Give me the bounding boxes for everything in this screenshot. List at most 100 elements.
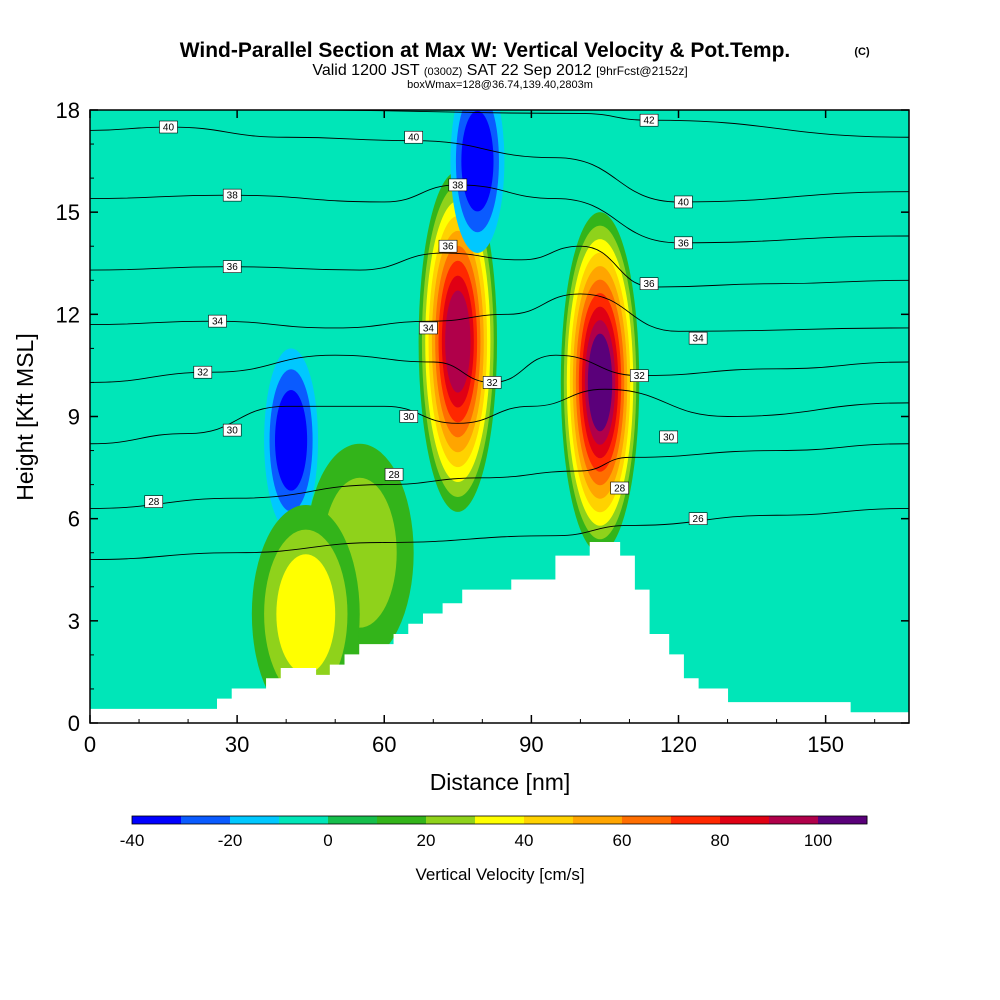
theta-contour (90, 110, 909, 138)
contour-label: 38 (448, 178, 468, 192)
x-axis: 0 30 60 90 120 150 (84, 110, 876, 757)
colorbar-segment (475, 816, 525, 824)
colorbar-frame (131, 815, 868, 825)
contour-label-box (222, 188, 242, 202)
colorbar-tick-label: 60 (613, 831, 632, 850)
contour-label-text: 32 (197, 368, 209, 379)
contour-label: 42 (639, 113, 659, 127)
subtitle-forecast: [9hrFcst@2152z] (596, 64, 688, 78)
contour-label-box (222, 423, 242, 437)
contour-label-text: 28 (148, 497, 160, 508)
w-feature-band (461, 110, 494, 212)
contour-label: 32 (629, 369, 649, 382)
contour-label-text: 26 (693, 514, 705, 525)
box-info: boxWmax=128@36.74,139.40,2803m (407, 79, 593, 91)
contour-label-box (193, 365, 213, 379)
contour-label: 34 (208, 314, 227, 328)
x-tick-label: 90 (519, 732, 543, 757)
contour-label: 26 (688, 512, 708, 525)
contour-label-box (448, 178, 468, 192)
contour-label-box (688, 512, 708, 525)
w-feature-band (587, 333, 613, 432)
contour-label-text: 34 (693, 334, 705, 345)
w-feature-band (445, 290, 471, 393)
plot-area: 26 28 28 28 30 30 30 32 32 32 34 34 34 36 36 36 36 38 38 40… (90, 110, 909, 723)
colorbar-segment (720, 816, 770, 824)
colorbar-segment (573, 816, 623, 824)
contour-label-box (404, 130, 423, 144)
colorbar-segment (230, 816, 280, 824)
contour-label: 30 (659, 430, 678, 443)
colorbar-tick-label: 20 (417, 831, 436, 850)
terrain (90, 542, 909, 723)
contour-label-text: 36 (227, 262, 239, 273)
y-tick-label: 6 (68, 507, 80, 532)
contour-label-box (482, 376, 502, 389)
vertical-velocity-field (251, 110, 640, 723)
contour-label-box (222, 260, 242, 273)
contour-label-text: 40 (163, 123, 175, 134)
colorbar-tick-label: 40 (515, 831, 534, 850)
contour-label-box (159, 120, 178, 134)
contour-label-text: 42 (644, 116, 656, 127)
w-feature-band (274, 390, 308, 491)
contour-label-box (674, 236, 693, 250)
x-tick-label: 60 (372, 732, 396, 757)
y-tick-label: 12 (56, 302, 80, 327)
colorbar: -40 -20 0 20 40 60 80 100 (120, 815, 868, 850)
colorbar-tick-label: -40 (120, 831, 145, 850)
contour-label: 36 (674, 236, 693, 250)
contour-label: 30 (222, 423, 242, 437)
contour-label: 40 (404, 130, 423, 144)
colorbar-tick-label: -20 (218, 831, 243, 850)
colorbar-segment (279, 816, 329, 824)
theta-contour (90, 443, 909, 509)
colorbar-segment (622, 816, 672, 824)
contour-label-text: 32 (634, 371, 646, 382)
y-tick-label: 0 (68, 711, 80, 736)
colorbar-segment (524, 816, 574, 824)
colorbar-segment (132, 816, 182, 824)
y-tick-label: 18 (56, 98, 80, 123)
colorbar-label: Vertical Velocity [cm/s] (415, 865, 584, 884)
contour-label: 36 (639, 277, 659, 290)
contour-label-box (384, 468, 404, 481)
subtitle-date: SAT 22 Sep 2012 (467, 62, 592, 79)
contour-label: 30 (399, 410, 419, 423)
y-tick-label: 9 (68, 405, 80, 430)
colorbar-segment (328, 816, 378, 824)
colorbar-segment (818, 816, 868, 824)
x-tick-label: 0 (84, 732, 96, 757)
contour-label-text: 30 (403, 412, 415, 423)
x-tick-label: 120 (660, 732, 697, 757)
contour-label: 36 (222, 260, 242, 273)
contour-label-box (208, 314, 227, 328)
chart-subtitle: Valid 1200 JST (0300Z) SAT 22 Sep 2012 [… (312, 62, 687, 79)
contour-label-text: 32 (487, 378, 499, 389)
contour-label-box (144, 495, 164, 508)
contour-label-box (629, 369, 649, 382)
contour-label: 28 (610, 481, 629, 495)
contour-label: 34 (688, 331, 708, 345)
contour-label-text: 36 (442, 242, 454, 253)
subtitle-utc: (0300Z) (424, 66, 463, 78)
contour-label-text: 34 (423, 323, 435, 334)
contour-label-text: 28 (388, 470, 400, 481)
w-feature-band (276, 554, 336, 674)
theta-contour (90, 126, 909, 203)
contour-label-box (639, 277, 659, 290)
colorbar-segment (377, 816, 427, 824)
contour-label-text: 30 (227, 426, 239, 437)
theta-contour (90, 508, 909, 560)
x-axis-label: Distance [nm] (430, 769, 571, 795)
colorbar-tick-label: 0 (323, 831, 332, 850)
contour-label-text: 40 (408, 133, 420, 144)
contour-label-box (438, 239, 458, 253)
contour-label-box (688, 331, 708, 345)
colorbar-segment (426, 816, 476, 824)
subtitle-valid: Valid 1200 JST (312, 62, 420, 79)
contour-label-box (639, 113, 659, 127)
contour-label-text: 30 (663, 432, 675, 443)
colorbar-tick-label: 100 (804, 831, 832, 850)
